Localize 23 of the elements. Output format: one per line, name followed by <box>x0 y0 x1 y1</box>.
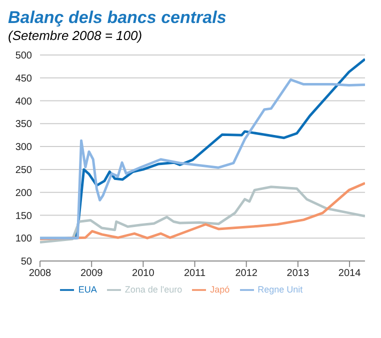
y-tick-label: 100 <box>15 234 32 245</box>
x-tick-label: 2012 <box>235 268 258 280</box>
y-tick-label: 300 <box>15 142 32 154</box>
x-tick-label: 2008 <box>28 268 52 280</box>
y-tick-label: 500 <box>15 50 32 62</box>
y-tick-label: 450 <box>15 73 32 84</box>
x-tick-label: 2009 <box>80 268 104 280</box>
x-tick-label: 2014 <box>338 268 362 280</box>
y-tick-label: 150 <box>15 210 32 222</box>
x-tick-label: 2011 <box>184 268 206 280</box>
y-tick-label: 250 <box>15 164 32 176</box>
y-tick-label: 400 <box>15 96 32 108</box>
chart-subtitle: (Setembre 2008 = 100) <box>8 28 144 43</box>
legend-label: Zona de l'euro <box>124 284 182 294</box>
y-tick-label: 350 <box>15 119 32 130</box>
legend-label: EUA <box>78 284 97 294</box>
x-tick-label: 2013 <box>286 268 310 280</box>
x-tick-label: 2010 <box>132 268 155 280</box>
legend-label: Japó <box>210 284 230 294</box>
y-tick-label: 50 <box>20 256 32 268</box>
chart-title: Balanç dels bancs centrals <box>8 8 228 28</box>
y-tick-label: 200 <box>15 188 32 199</box>
legend-label: Regne Unit <box>258 284 303 294</box>
